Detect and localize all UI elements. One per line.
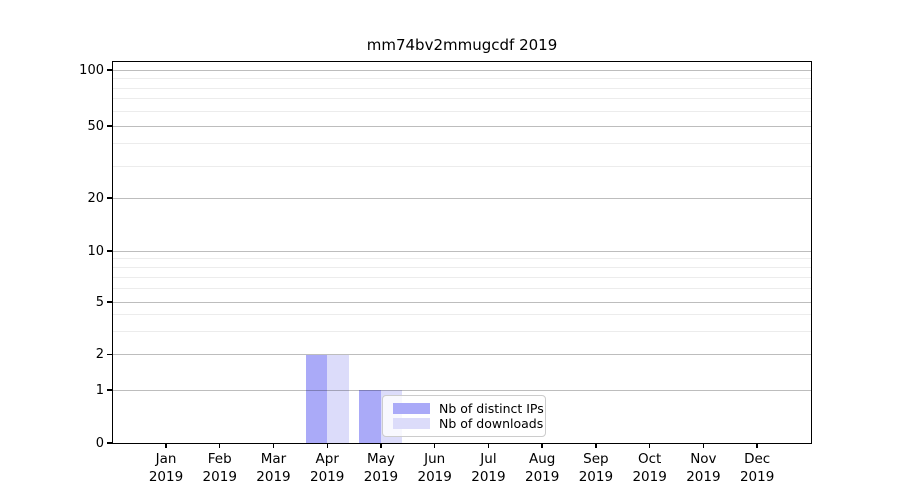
y-tick-label: 100 (79, 62, 104, 78)
bar-distinct-ips-apr (305, 354, 328, 443)
y-tick-mark (107, 442, 113, 444)
x-tick-mark (756, 443, 758, 448)
x-tick-label: Jan 2019 (131, 450, 201, 486)
x-tick-year: 2019 (739, 469, 775, 485)
x-tick-label: Nov 2019 (668, 450, 738, 486)
x-tick-label: Sep 2019 (561, 450, 631, 486)
y-tick-mark (107, 353, 113, 356)
major-gridline (113, 301, 811, 303)
x-tick-month: Oct (637, 451, 662, 467)
major-gridline (113, 197, 811, 199)
x-tick-mark (165, 443, 167, 448)
x-tick-month: Feb (207, 451, 232, 467)
major-gridline (113, 389, 811, 391)
x-tick-mark (326, 443, 328, 448)
y-tick-label: 5 (95, 294, 104, 310)
x-tick-label: Dec 2019 (722, 450, 792, 486)
y-tick-label: 20 (87, 190, 104, 206)
x-tick-month: Jan (155, 451, 177, 467)
y-tick-mark (107, 197, 113, 199)
minor-gridline (113, 276, 811, 278)
minor-gridline (113, 288, 811, 290)
bar-distinct-ips-may (359, 390, 381, 443)
minor-gridline (113, 258, 811, 260)
x-tick-label: Mar 2019 (238, 450, 308, 486)
x-tick-label: Aug 2019 (507, 450, 577, 486)
x-tick-month: Sep (583, 451, 609, 467)
y-tick-mark (107, 389, 113, 391)
minor-gridline (113, 87, 811, 89)
x-tick-mark (434, 443, 436, 448)
x-tick-year: 2019 (417, 469, 452, 485)
x-tick-label: Oct 2019 (615, 450, 685, 486)
major-gridline (113, 125, 811, 127)
x-tick-mark (487, 443, 490, 448)
x-tick-year: 2019 (202, 469, 237, 485)
y-tick-mark (107, 250, 113, 252)
legend-swatch-downloads (393, 418, 430, 429)
x-tick-mark (380, 443, 382, 448)
x-tick-year: 2019 (256, 469, 291, 485)
x-tick-year: 2019 (578, 469, 614, 485)
minor-gridline (113, 165, 811, 167)
plot-area (112, 61, 812, 444)
x-tick-year: 2019 (148, 469, 184, 485)
legend-label-distinct-ips: Nb of distinct IPs (439, 401, 544, 416)
minor-gridline (113, 266, 811, 268)
chart-title: mm74bv2mmugcdf 2019 (366, 36, 558, 54)
x-tick-label: Apr 2019 (292, 450, 362, 486)
y-tick-mark (107, 301, 113, 303)
x-tick-label: May 2019 (346, 450, 416, 486)
x-tick-year: 2019 (471, 469, 506, 485)
x-tick-mark (702, 443, 705, 448)
x-tick-mark (595, 443, 597, 448)
bar-downloads-apr (327, 354, 349, 443)
x-tick-label: Jul 2019 (453, 450, 523, 486)
major-gridline (113, 69, 811, 71)
x-tick-year: 2019 (686, 469, 721, 485)
y-tick-label: 1 (95, 382, 104, 398)
legend-swatch-distinct-ips (393, 403, 430, 414)
minor-gridline (113, 330, 811, 332)
x-tick-month: Jul (480, 451, 497, 467)
x-tick-month: Mar (260, 451, 287, 467)
x-tick-year: 2019 (363, 469, 399, 485)
x-tick-mark (219, 443, 221, 448)
x-tick-month: Apr (315, 451, 339, 467)
major-gridline (113, 250, 811, 252)
minor-gridline (113, 98, 811, 100)
minor-gridline (113, 143, 811, 145)
y-tick-label: 0 (95, 435, 104, 451)
y-tick-mark (107, 69, 113, 71)
x-tick-year: 2019 (310, 469, 345, 485)
x-tick-mark (272, 443, 275, 448)
x-tick-label: Jun 2019 (400, 450, 470, 486)
x-tick-month: Dec (744, 451, 771, 467)
minor-gridline (113, 110, 811, 112)
minor-gridline (113, 314, 811, 316)
x-tick-label: Feb 2019 (185, 450, 255, 486)
x-tick-mark (648, 443, 651, 448)
major-gridline (113, 354, 811, 355)
x-tick-year: 2019 (524, 469, 560, 485)
y-tick-label: 10 (87, 243, 104, 259)
y-tick-label: 50 (87, 118, 104, 134)
legend-entry-downloads: Nb of downloads (393, 416, 543, 431)
x-tick-month: Jun (424, 451, 446, 467)
x-tick-month: Aug (528, 451, 556, 467)
x-tick-month: May (366, 451, 395, 467)
y-tick-mark (107, 125, 113, 127)
legend: Nb of distinct IPs Nb of downloads (382, 395, 546, 437)
legend-label-downloads: Nb of downloads (439, 416, 544, 431)
legend-entry-distinct-ips: Nb of distinct IPs (393, 401, 544, 416)
y-tick-label: 2 (95, 347, 104, 362)
minor-gridline (113, 78, 811, 79)
x-tick-year: 2019 (632, 469, 667, 485)
x-tick-month: Nov (690, 451, 717, 467)
x-tick-mark (541, 443, 543, 448)
plot-border (112, 61, 812, 444)
